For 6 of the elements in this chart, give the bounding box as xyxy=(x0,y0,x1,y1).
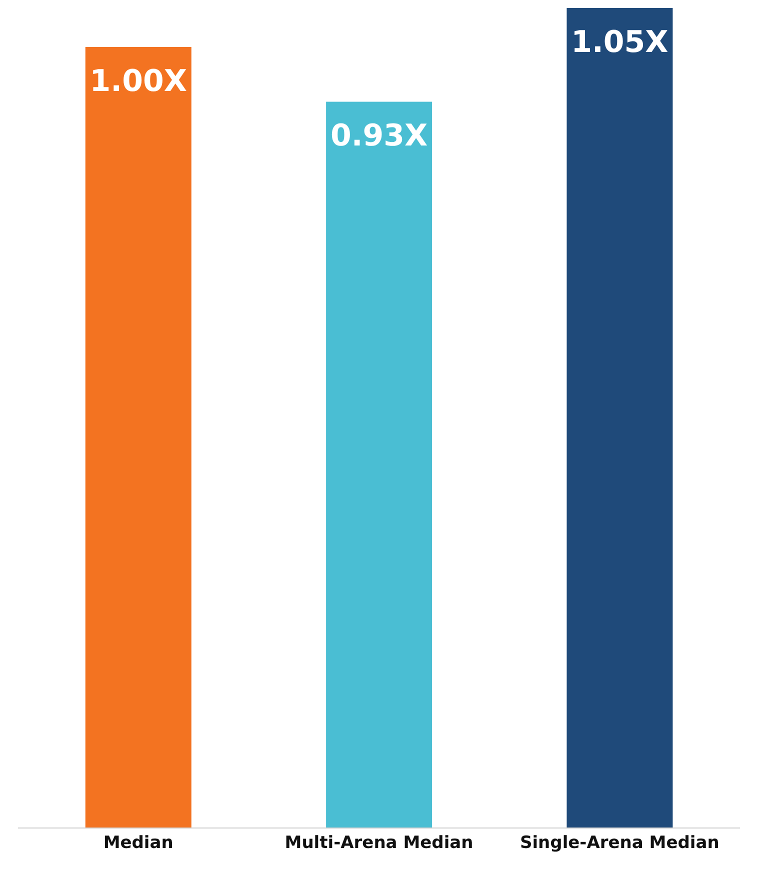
data-label: 1.00X xyxy=(90,64,187,100)
data-label: 1.05X xyxy=(571,25,668,60)
x-tick-label: Multi-Arena Median xyxy=(284,833,474,854)
data-label: 0.93X xyxy=(330,118,428,154)
x-tick-label: Single-Arena Median xyxy=(520,833,720,854)
x-tick-label: Median xyxy=(103,833,174,854)
